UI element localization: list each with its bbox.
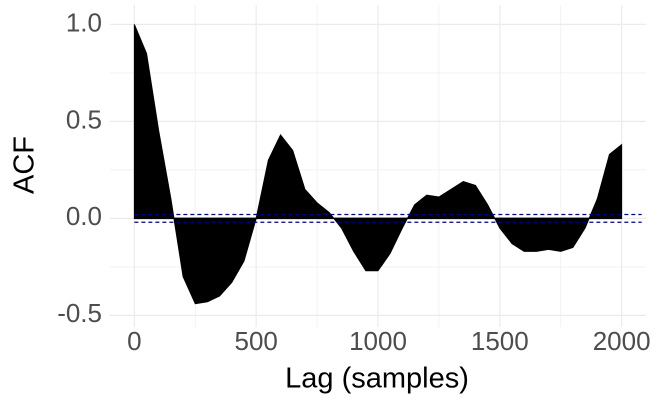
x-tick-label: 1500 [471,326,529,356]
y-tick-label: 0.5 [66,104,102,134]
y-tick-label: 1.0 [66,7,102,37]
x-tick-label: 1000 [349,326,407,356]
acf-area [133,24,623,305]
x-tick-label: 2000 [593,326,651,356]
x-tick-label: 500 [234,326,277,356]
y-tick-label: -0.5 [57,298,102,328]
x-axis-label: Lag (samples) [285,363,469,395]
y-tick-label: 0.0 [66,201,102,231]
y-axis-label: ACF [9,136,41,194]
x-tick-label: 0 [127,326,141,356]
